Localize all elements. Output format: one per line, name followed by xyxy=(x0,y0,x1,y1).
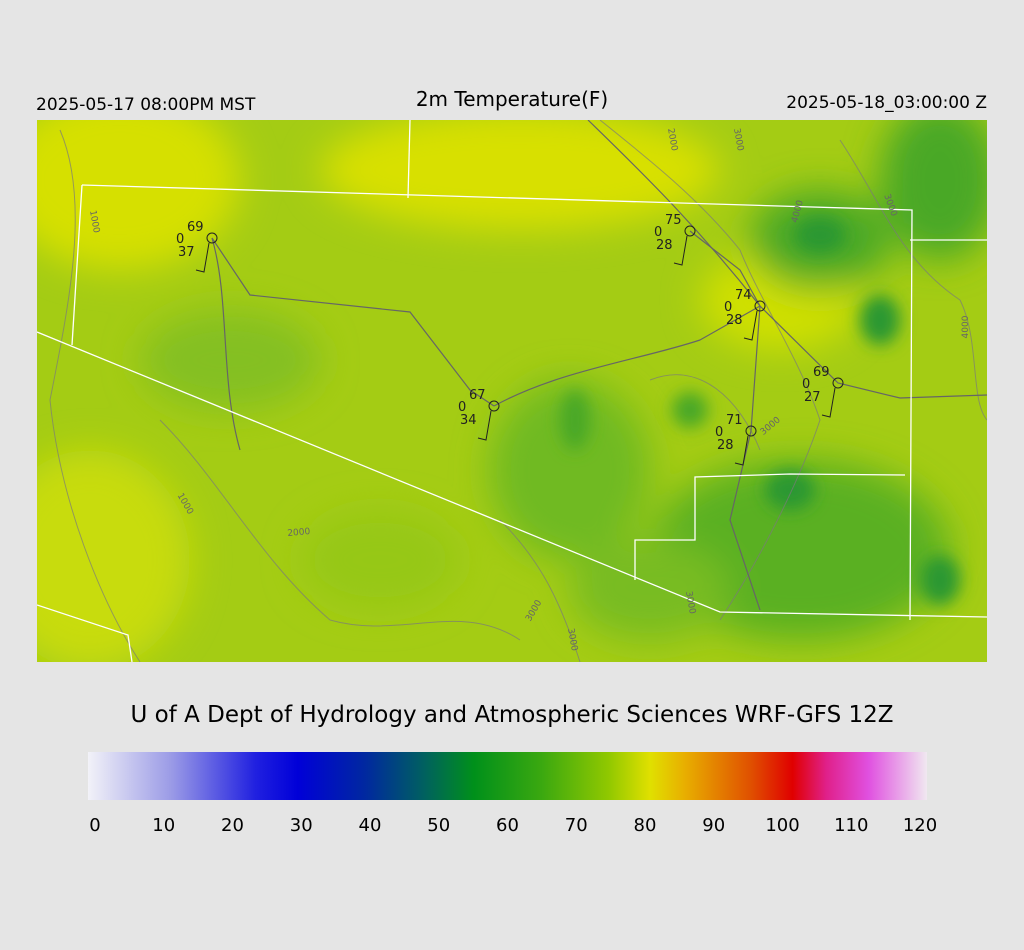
wind-barb xyxy=(734,435,749,466)
station-dewpoint: 28 xyxy=(726,313,743,328)
colorbar-tick-label: 10 xyxy=(152,815,175,836)
station-marker xyxy=(754,300,766,312)
station-temperature: 71 xyxy=(726,413,743,428)
station-marker xyxy=(488,400,500,412)
valid-time-local: 2025-05-17 08:00PM MST xyxy=(36,95,256,115)
station-dewpoint: 28 xyxy=(656,238,673,253)
colorbar-tick-label: 30 xyxy=(290,815,313,836)
colorbar-tick-label: 60 xyxy=(496,815,519,836)
colorbar-tick-label: 50 xyxy=(427,815,450,836)
station-temperature: 75 xyxy=(665,213,682,228)
terrain-contours xyxy=(49,120,987,662)
station-wind: 0 xyxy=(724,300,732,315)
contour-label: 3000 xyxy=(731,128,745,153)
colorbar-tick-label: 80 xyxy=(634,815,657,836)
station-temperature: 69 xyxy=(813,365,830,380)
colorbar xyxy=(88,752,927,800)
wind-barb xyxy=(743,310,758,341)
map-title: 2m Temperature(F) xyxy=(416,87,608,111)
contour-label: 3000 xyxy=(683,591,697,616)
colorbar-tick-label: 0 xyxy=(89,815,100,836)
station-wind: 0 xyxy=(802,377,810,392)
station-marker xyxy=(745,425,757,437)
contour-label: 4000 xyxy=(961,315,971,338)
boundaries xyxy=(37,120,987,662)
colorbar-tick-label: 110 xyxy=(834,815,868,836)
contour-label: 2000 xyxy=(287,527,311,539)
station-temperature: 69 xyxy=(187,220,204,235)
credit: U of A Dept of Hydrology and Atmospheric… xyxy=(130,702,893,728)
colorbar-tick-label: 70 xyxy=(565,815,588,836)
station-marker xyxy=(206,232,218,244)
station-wind: 0 xyxy=(458,400,466,415)
colorbar-tick-label: 100 xyxy=(765,815,799,836)
station-dewpoint: 27 xyxy=(804,390,821,405)
colorbar-tick-label: 40 xyxy=(359,815,382,836)
station-wind: 0 xyxy=(654,225,662,240)
wind-barb xyxy=(195,242,210,273)
station-dewpoint: 34 xyxy=(460,413,477,428)
colorbar-tick-label: 120 xyxy=(903,815,937,836)
station-marker xyxy=(832,377,844,389)
station-marker xyxy=(684,225,696,237)
contour-label: 3000 xyxy=(565,628,579,653)
wind-barb xyxy=(477,410,492,441)
colorbar-tick-label: 20 xyxy=(221,815,244,836)
station-temperature: 67 xyxy=(469,388,486,403)
wind-barb xyxy=(673,235,688,266)
station-wind: 0 xyxy=(176,232,184,247)
temperature-field xyxy=(37,120,987,662)
wind-barb xyxy=(821,387,836,418)
station-dewpoint: 28 xyxy=(717,438,734,453)
station-wind: 0 xyxy=(715,425,723,440)
contour-label: 1000 xyxy=(87,210,101,235)
colorbar-tick-label: 90 xyxy=(702,815,725,836)
valid-time-utc: 2025-05-18_03:00:00 Z xyxy=(786,93,987,113)
station-temperature: 74 xyxy=(735,288,752,303)
contour-label: 2000 xyxy=(665,128,679,153)
station-dewpoint: 37 xyxy=(178,245,195,260)
